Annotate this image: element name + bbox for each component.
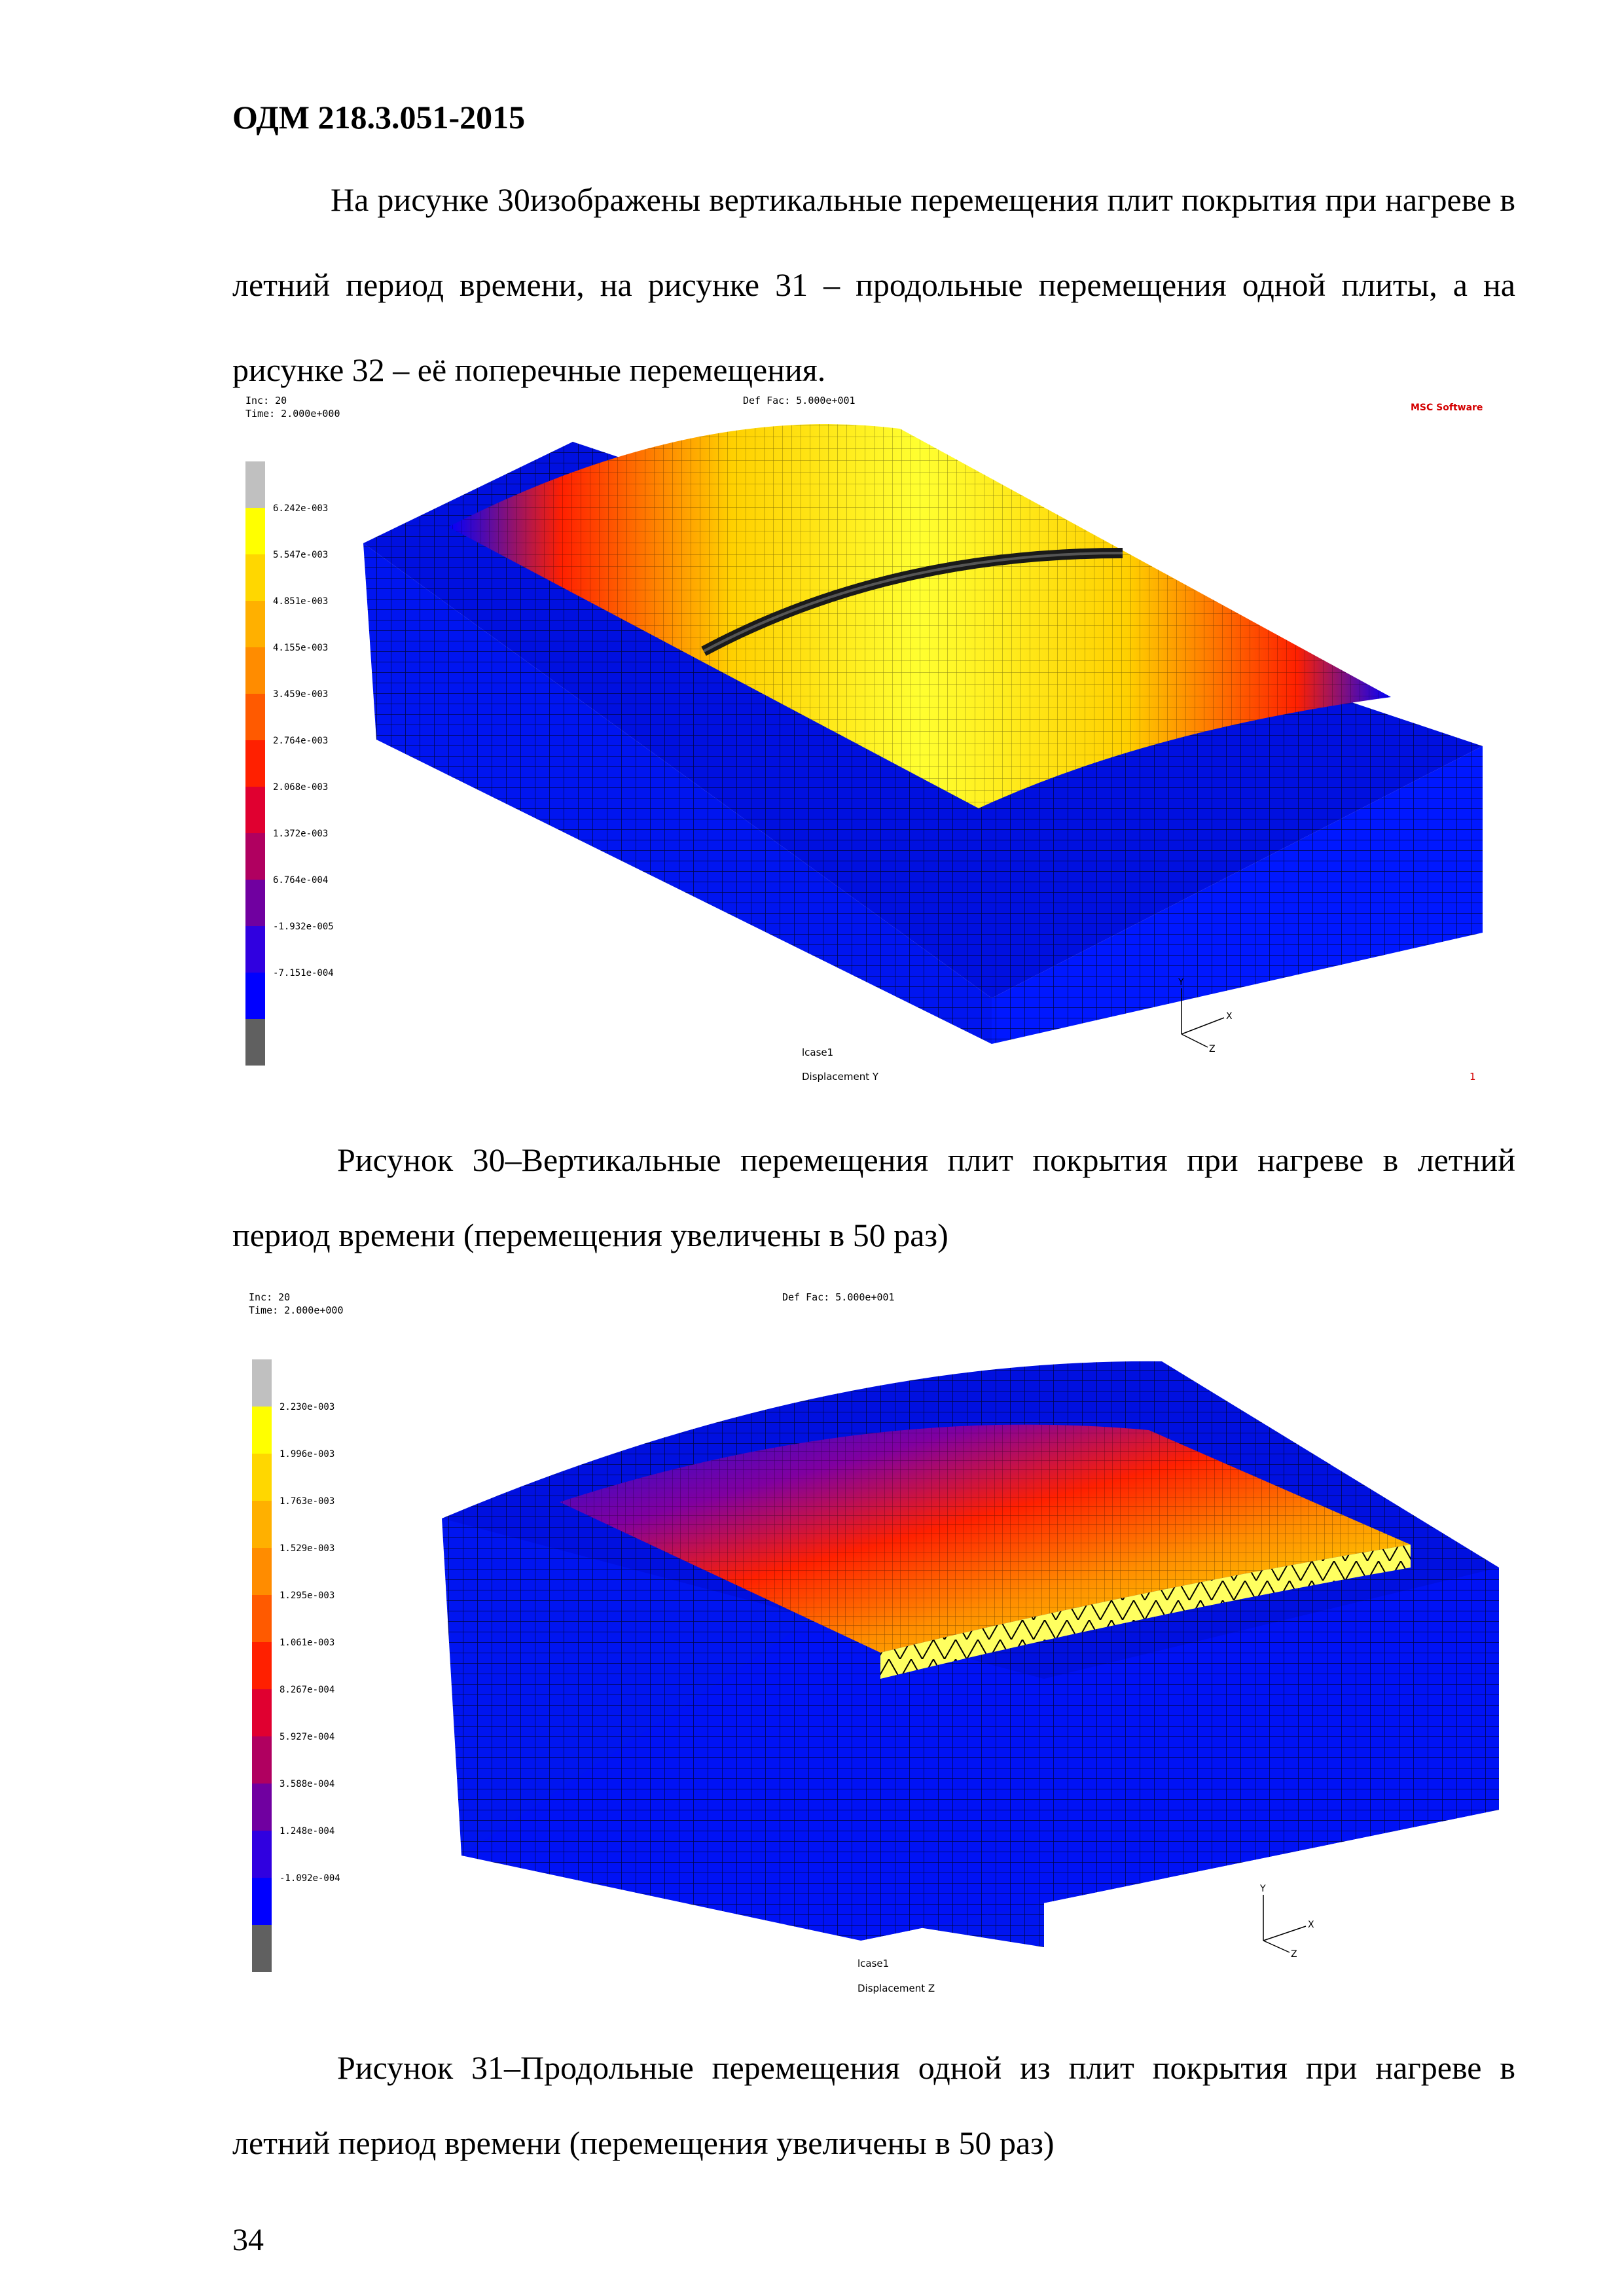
figure30-caption: Рисунок 30–Вертикальные перемещения плит… <box>232 1141 1515 1253</box>
legend-value-label: 5.547e-003 <box>273 550 328 560</box>
legend-value-label: 4.851e-003 <box>273 596 328 607</box>
legend-value-label: -1.932e-005 <box>273 922 334 932</box>
fig31-lcase: lcase1 <box>857 1958 889 1969</box>
fig31-def-fac: Def Fac: 5.000e+001 <box>782 1291 895 1303</box>
fig30-axis-triad <box>1181 988 1225 1048</box>
legend-swatch <box>252 1595 272 1642</box>
legend-swatch <box>245 926 265 973</box>
legend-swatch <box>245 554 265 601</box>
fig30-def-fac: Def Fac: 5.000e+001 <box>743 395 856 406</box>
legend-value-label: -1.092e-004 <box>280 1873 340 1884</box>
fig30-color-legend: 6.242e-003 5.547e-003 4.851e-003 4.155e-003… <box>245 461 334 1066</box>
fig31-axis-y: Y <box>1259 1884 1266 1894</box>
legend-swatch <box>252 1878 272 1925</box>
legend-swatch <box>245 740 265 787</box>
legend-value-label: 1.248e-004 <box>280 1826 334 1837</box>
document-code: ОДМ 218.3.051-2015 <box>232 99 526 135</box>
legend-value-label: 3.459e-003 <box>273 689 328 700</box>
legend-swatch <box>252 1784 272 1831</box>
legend-value-label: 2.764e-003 <box>273 736 328 746</box>
legend-value-label: 6.764e-004 <box>273 875 328 886</box>
legend-value-label: 6.242e-003 <box>273 503 328 514</box>
legend-value-label: 1.061e-003 <box>280 1638 334 1648</box>
fig31-result-label: Displacement Z <box>857 1982 935 1994</box>
fig31-axis-z: Z <box>1291 1949 1297 1960</box>
fig30-time: Time: 2.000e+000 <box>245 408 340 420</box>
fig31-inc: Inc: 20 <box>249 1291 290 1303</box>
legend-value-label: 1.372e-003 <box>273 829 328 839</box>
legend-swatch <box>245 833 265 880</box>
legend-swatch <box>252 1642 272 1689</box>
fig30-axis-y: Y <box>1178 977 1184 988</box>
figure-30: Inc: 20 Time: 2.000e+000 Def Fac: 5.000e… <box>232 389 1515 1100</box>
fig31-axis-x: X <box>1308 1920 1314 1930</box>
legend-value-label: 3.588e-004 <box>280 1779 334 1789</box>
legend-value-label: 5.927e-004 <box>280 1732 334 1742</box>
fig30-lcase: lcase1 <box>802 1047 833 1058</box>
fig30-inc: Inc: 20 <box>245 395 287 406</box>
fig31-model-mesh <box>442 1361 1499 1947</box>
fig30-model-mesh <box>363 424 1483 1044</box>
figure-31: Inc: 20 Time: 2.000e+000 Def Fac: 5.000e… <box>232 1286 1515 2009</box>
legend-swatch <box>252 1548 272 1595</box>
legend-swatch <box>252 1359 272 1407</box>
legend-swatch <box>252 1925 272 1972</box>
legend-value-label: -7.151e-004 <box>273 968 334 978</box>
fig31-color-legend: 2.230e-003 1.996e-003 1.763e-003 1.529e-003… <box>252 1359 340 1972</box>
legend-swatch <box>252 1407 272 1454</box>
legend-swatch <box>245 508 265 554</box>
page-number: 34 <box>232 2223 264 2257</box>
legend-swatch <box>252 1454 272 1501</box>
fig30-result-label: Displacement Y <box>802 1071 879 1083</box>
fig31-axis-triad <box>1263 1895 1307 1953</box>
legend-swatch <box>245 787 265 833</box>
legend-swatch <box>245 647 265 694</box>
legend-value-label: 1.529e-003 <box>280 1543 334 1554</box>
fig30-frame-number: 1 <box>1470 1071 1476 1083</box>
legend-swatch <box>252 1831 272 1878</box>
legend-swatch <box>245 1019 265 1066</box>
figure31-caption: Рисунок 31–Продольные перемещения одной … <box>232 2049 1515 2161</box>
fig31-time: Time: 2.000e+000 <box>249 1304 344 1316</box>
legend-swatch <box>252 1501 272 1548</box>
intro-paragraph: На рисунке 30изображены вертикальные пер… <box>232 181 1515 388</box>
legend-value-label: 1.763e-003 <box>280 1496 334 1507</box>
legend-value-label: 2.230e-003 <box>280 1402 334 1412</box>
legend-swatch <box>245 461 265 508</box>
legend-swatch <box>245 880 265 926</box>
legend-swatch <box>245 601 265 647</box>
legend-swatch <box>252 1689 272 1736</box>
legend-value-label: 1.996e-003 <box>280 1449 334 1460</box>
legend-value-label: 4.155e-003 <box>273 643 328 653</box>
legend-swatch <box>245 973 265 1019</box>
legend-swatch <box>252 1736 272 1784</box>
legend-value-label: 2.068e-003 <box>273 782 328 793</box>
legend-swatch <box>245 694 265 740</box>
msc-software-logo: MSC Software <box>1411 403 1483 413</box>
legend-value-label: 8.267e-004 <box>280 1685 334 1695</box>
fig30-axis-z: Z <box>1209 1044 1216 1054</box>
legend-value-label: 1.295e-003 <box>280 1590 334 1601</box>
fig30-axis-x: X <box>1226 1011 1233 1022</box>
